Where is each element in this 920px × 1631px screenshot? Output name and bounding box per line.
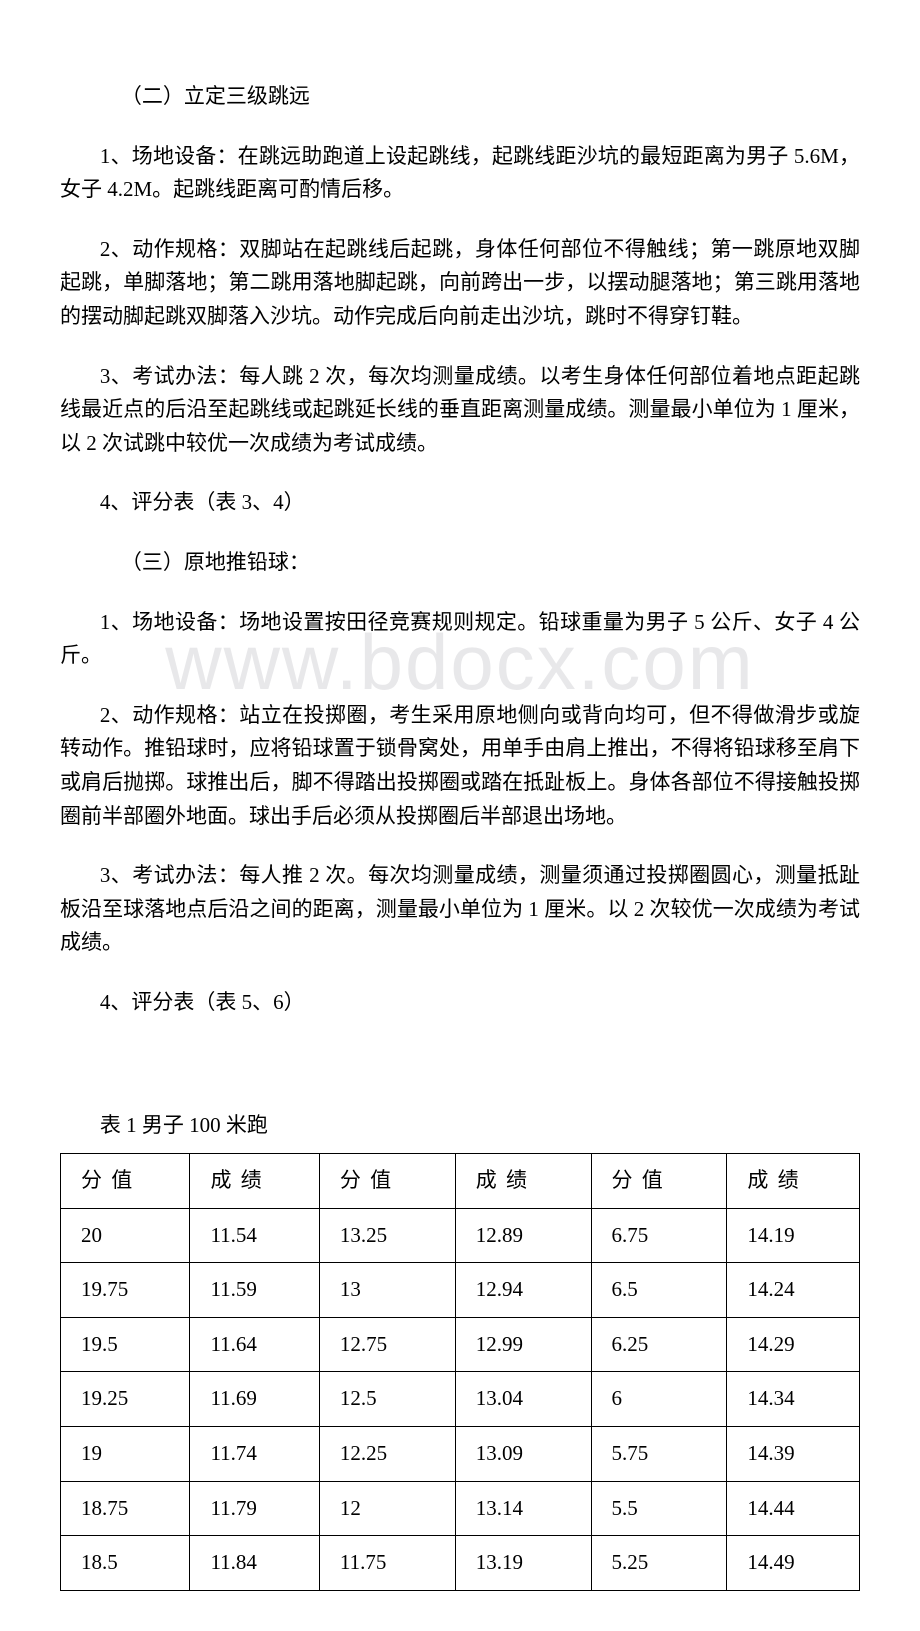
- section2-para4: 4、评分表（表 3、4）: [60, 486, 860, 520]
- table-cell: 12.99: [455, 1317, 591, 1372]
- table-row: 18.7511.791213.145.514.44: [61, 1481, 860, 1536]
- table-cell: 14.49: [727, 1536, 860, 1591]
- table-header: 成 绩: [190, 1154, 319, 1209]
- table-header: 分 值: [319, 1154, 455, 1209]
- table-cell: 13.04: [455, 1372, 591, 1427]
- table-cell: 5.75: [591, 1427, 727, 1482]
- section2-para1: 1、场地设备：在跳远助跑道上设起跳线，起跳线距沙坑的最短距离为男子 5.6M，女…: [60, 140, 860, 207]
- table-cell: 11.59: [190, 1263, 319, 1318]
- table-cell: 18.5: [61, 1536, 190, 1591]
- table-cell: 5.25: [591, 1536, 727, 1591]
- table-cell: 11.54: [190, 1208, 319, 1263]
- section3-para1: 1、场地设备：场地设置按田径竞赛规则规定。铅球重量为男子 5 公斤、女子 4 公…: [60, 606, 860, 673]
- table-cell: 13: [319, 1263, 455, 1318]
- section3-para2: 2、动作规格：站立在投掷圈，考生采用原地侧向或背向均可，但不得做滑步或旋转动作。…: [60, 699, 860, 833]
- table-cell: 12.5: [319, 1372, 455, 1427]
- table-row: 1911.7412.2513.095.7514.39: [61, 1427, 860, 1482]
- document-content: （二）立定三级跳远 1、场地设备：在跳远助跑道上设起跳线，起跳线距沙坑的最短距离…: [60, 80, 860, 1591]
- table-cell: 12.94: [455, 1263, 591, 1318]
- table-cell: 14.29: [727, 1317, 860, 1372]
- table-cell: 6.75: [591, 1208, 727, 1263]
- table-cell: 12: [319, 1481, 455, 1536]
- table-row: 19.7511.591312.946.514.24: [61, 1263, 860, 1318]
- table-cell: 19.5: [61, 1317, 190, 1372]
- table-row: 19.511.6412.7512.996.2514.29: [61, 1317, 860, 1372]
- table-header-row: 分 值 成 绩 分 值 成 绩 分 值 成 绩: [61, 1154, 860, 1209]
- table-cell: 12.25: [319, 1427, 455, 1482]
- table-cell: 6: [591, 1372, 727, 1427]
- score-table: 分 值 成 绩 分 值 成 绩 分 值 成 绩 2011.5413.2512.8…: [60, 1153, 860, 1591]
- table-header: 分 值: [591, 1154, 727, 1209]
- table-cell: 13.25: [319, 1208, 455, 1263]
- table-cell: 6.5: [591, 1263, 727, 1318]
- table-row: 19.2511.6912.513.04614.34: [61, 1372, 860, 1427]
- section2-para2: 2、动作规格：双脚站在起跳线后起跳，身体任何部位不得触线；第一跳原地双脚起跳，单…: [60, 233, 860, 334]
- table-cell: 6.25: [591, 1317, 727, 1372]
- table-cell: 20: [61, 1208, 190, 1263]
- table-cell: 5.5: [591, 1481, 727, 1536]
- table-cell: 11.69: [190, 1372, 319, 1427]
- table-cell: 13.09: [455, 1427, 591, 1482]
- table-cell: 14.44: [727, 1481, 860, 1536]
- table-header: 成 绩: [727, 1154, 860, 1209]
- table-cell: 11.75: [319, 1536, 455, 1591]
- table-cell: 14.19: [727, 1208, 860, 1263]
- table-header: 分 值: [61, 1154, 190, 1209]
- table-cell: 12.75: [319, 1317, 455, 1372]
- table-cell: 11.79: [190, 1481, 319, 1536]
- table-cell: 18.75: [61, 1481, 190, 1536]
- section3-title: （三）原地推铅球：: [60, 546, 860, 580]
- table-cell: 12.89: [455, 1208, 591, 1263]
- table-cell: 11.84: [190, 1536, 319, 1591]
- table-cell: 11.74: [190, 1427, 319, 1482]
- section3-para4: 4、评分表（表 5、6）: [60, 986, 860, 1020]
- section2-para3: 3、考试办法：每人跳 2 次，每次均测量成绩。以考生身体任何部位着地点距起跳线最…: [60, 360, 860, 461]
- table-row: 18.511.8411.7513.195.2514.49: [61, 1536, 860, 1591]
- table-header: 成 绩: [455, 1154, 591, 1209]
- section3-para3: 3、考试办法：每人推 2 次。每次均测量成绩，测量须通过投掷圈圆心，测量抵趾板沿…: [60, 859, 860, 960]
- table-cell: 11.64: [190, 1317, 319, 1372]
- table-cell: 14.24: [727, 1263, 860, 1318]
- table-row: 2011.5413.2512.896.7514.19: [61, 1208, 860, 1263]
- table-cell: 19.25: [61, 1372, 190, 1427]
- table-cell: 13.14: [455, 1481, 591, 1536]
- table-cell: 13.19: [455, 1536, 591, 1591]
- table-cell: 14.34: [727, 1372, 860, 1427]
- table-cell: 19.75: [61, 1263, 190, 1318]
- table-title: 表 1 男子 100 米跑: [60, 1109, 860, 1143]
- section2-title: （二）立定三级跳远: [60, 80, 860, 114]
- table-cell: 14.39: [727, 1427, 860, 1482]
- table-cell: 19: [61, 1427, 190, 1482]
